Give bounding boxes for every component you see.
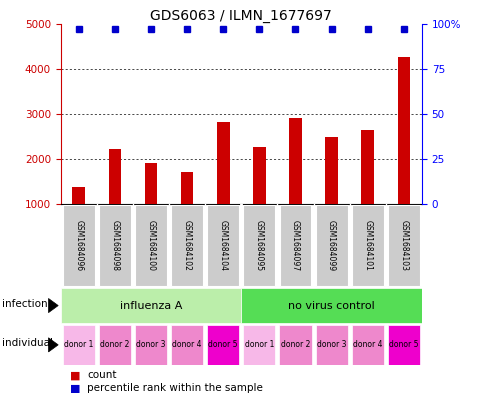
Text: GSM1684099: GSM1684099 — [326, 220, 335, 271]
Text: ■: ■ — [70, 383, 81, 393]
Bar — [60, 288, 241, 323]
Bar — [351, 325, 383, 365]
Text: GSM1684104: GSM1684104 — [218, 220, 227, 271]
Bar — [387, 205, 419, 286]
Bar — [241, 288, 421, 323]
Text: no virus control: no virus control — [287, 301, 374, 310]
Text: GSM1684095: GSM1684095 — [254, 220, 263, 271]
Text: donor 4: donor 4 — [352, 340, 382, 349]
Bar — [387, 325, 419, 365]
Text: percentile rank within the sample: percentile rank within the sample — [87, 383, 263, 393]
Text: count: count — [87, 370, 117, 380]
Bar — [361, 130, 373, 204]
Bar — [108, 149, 121, 204]
Bar — [315, 205, 347, 286]
Bar — [62, 325, 94, 365]
Bar — [288, 118, 301, 204]
Bar — [315, 325, 347, 365]
Bar — [351, 205, 383, 286]
Bar — [99, 205, 131, 286]
Text: GSM1684102: GSM1684102 — [182, 220, 191, 271]
Bar — [325, 138, 337, 204]
Text: infection: infection — [2, 299, 48, 309]
Text: donor 3: donor 3 — [316, 340, 346, 349]
Text: donor 3: donor 3 — [136, 340, 166, 349]
Text: influenza A: influenza A — [120, 301, 182, 310]
Text: donor 2: donor 2 — [100, 340, 129, 349]
Text: donor 5: donor 5 — [208, 340, 238, 349]
Bar — [135, 325, 166, 365]
Bar — [279, 205, 311, 286]
Bar — [171, 205, 203, 286]
Bar — [62, 205, 94, 286]
Bar — [279, 325, 311, 365]
Bar — [207, 325, 239, 365]
Bar — [207, 205, 239, 286]
Bar — [253, 147, 265, 204]
Text: GSM1684101: GSM1684101 — [363, 220, 372, 271]
Text: ■: ■ — [70, 370, 81, 380]
Bar — [243, 205, 275, 286]
Bar — [99, 325, 131, 365]
Text: individual: individual — [2, 338, 53, 348]
Text: GSM1684096: GSM1684096 — [74, 220, 83, 271]
Bar — [243, 325, 275, 365]
Text: donor 5: donor 5 — [388, 340, 418, 349]
Text: GSM1684098: GSM1684098 — [110, 220, 119, 271]
Bar — [72, 187, 85, 204]
Text: donor 1: donor 1 — [64, 340, 93, 349]
Bar — [171, 325, 203, 365]
Text: GSM1684097: GSM1684097 — [290, 220, 300, 271]
Bar — [397, 57, 409, 204]
Bar — [135, 205, 166, 286]
Text: GSM1684100: GSM1684100 — [146, 220, 155, 271]
Text: GSM1684103: GSM1684103 — [398, 220, 408, 271]
Bar — [181, 172, 193, 204]
Bar — [144, 163, 157, 204]
Text: donor 1: donor 1 — [244, 340, 273, 349]
Title: GDS6063 / ILMN_1677697: GDS6063 / ILMN_1677697 — [150, 9, 332, 22]
Bar — [216, 122, 229, 204]
Text: donor 4: donor 4 — [172, 340, 201, 349]
Text: donor 2: donor 2 — [280, 340, 310, 349]
